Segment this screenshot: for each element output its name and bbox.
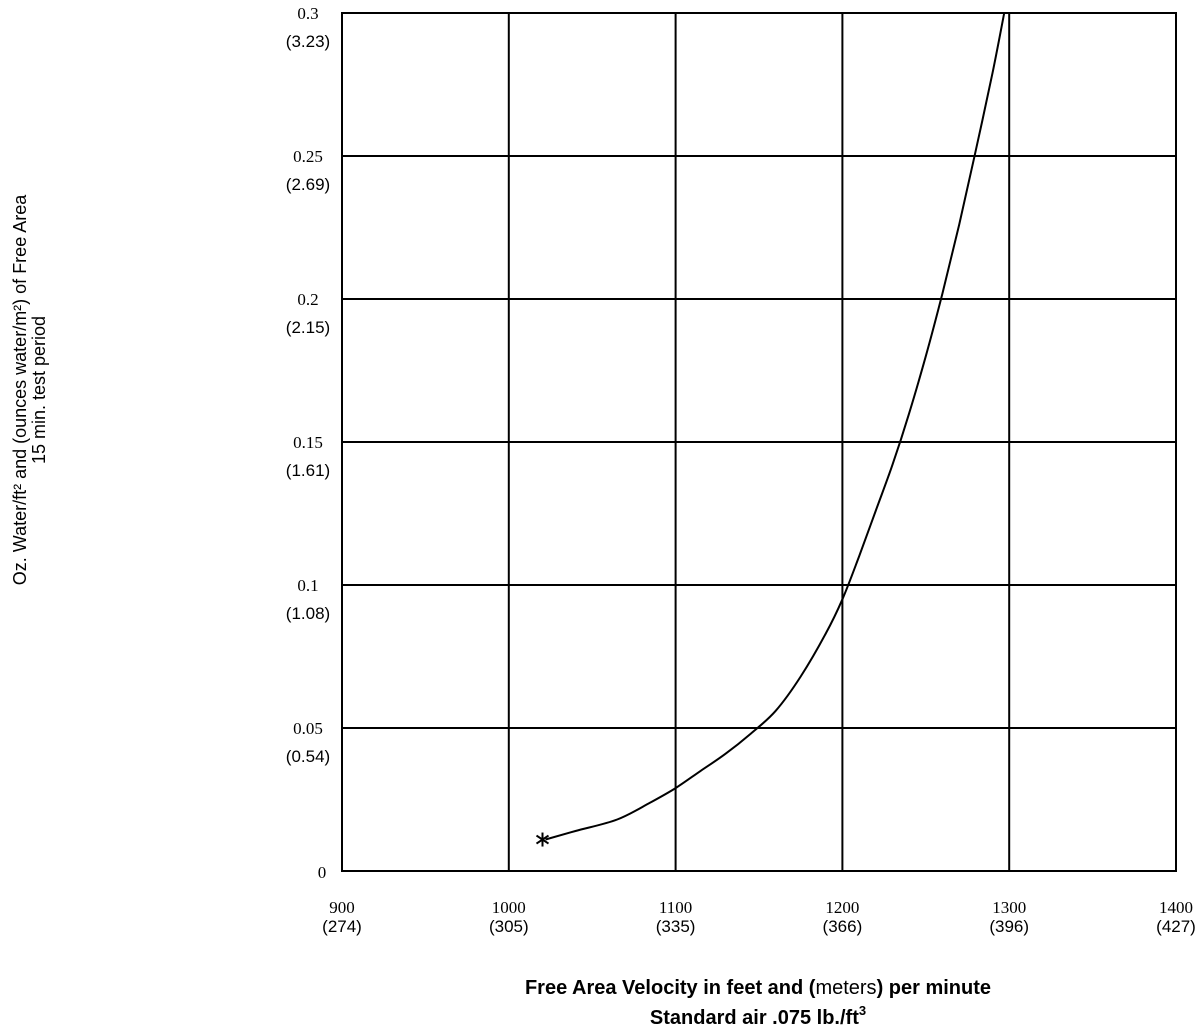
x-tick-sublabel: (366) <box>823 917 863 936</box>
y-tick-label: 0.05 <box>293 719 323 738</box>
grid <box>342 13 1176 871</box>
y-tick-sublabel: (1.08) <box>286 604 330 623</box>
series-line <box>545 12 1006 841</box>
x-tick-label: 1100 <box>659 898 692 917</box>
y-tick-sublabel: (1.61) <box>286 461 330 480</box>
x-tick-label: 1000 <box>492 898 526 917</box>
x-tick-sublabel: (305) <box>489 917 529 936</box>
y-tick-label: 0.3 <box>297 4 318 23</box>
y-tick-label: 0.15 <box>293 433 323 452</box>
x-tick-label: 1300 <box>992 898 1026 917</box>
x-axis-label: Free Area Velocity in feet and (meters) … <box>525 977 991 999</box>
x-tick-label: 1200 <box>825 898 859 917</box>
y-tick-label: 0.1 <box>297 576 318 595</box>
y-axis-label: Oz. Water/ft² and (ounces water/m²) of F… <box>10 194 30 585</box>
y-tick-sublabel: (0.54) <box>286 747 330 766</box>
y-tick-sublabel: (3.23) <box>286 32 330 51</box>
x-tick-sublabel: (274) <box>322 917 362 936</box>
x-tick-sublabel: (396) <box>989 917 1029 936</box>
plot-frame <box>341 12 1177 872</box>
y-axis-ticks: 0 0.05 (0.54) 0.1 (1.08) 0.15 (1.61) 0.2 (2.15) 0… <box>286 4 330 882</box>
x-tick-sublabel: (427) <box>1156 917 1196 936</box>
plot-border <box>341 12 1177 872</box>
x-axis-label-part-b: meters <box>815 977 876 999</box>
start-marker <box>535 832 550 847</box>
x-axis-label-part-c: ) per minute <box>877 977 991 999</box>
y-tick-label: 0.25 <box>293 147 323 166</box>
y-axis-sublabel: 15 min. test period <box>29 316 49 464</box>
x-tick-label: 900 <box>329 898 355 917</box>
x-tick-label: 1400 <box>1159 898 1193 917</box>
x-axis-sublabel-text: Standard air .075 lb./ft <box>650 1007 859 1029</box>
x-tick-sublabel: (335) <box>656 917 696 936</box>
series-layer <box>535 12 1006 847</box>
y-tick-sublabel: (2.69) <box>286 175 330 194</box>
x-axis-sublabel: Standard air .075 lb./ft3 <box>650 1003 866 1029</box>
x-axis-ticks: 900(274)1000(305)1100(335)1200(366)1300(… <box>322 898 1196 936</box>
x-axis-sublabel-sup: 3 <box>859 1003 866 1018</box>
y-tick-sublabel: (2.15) <box>286 318 330 337</box>
y-tick-label: 0.2 <box>297 290 318 309</box>
x-axis-label-part-a: Free Area Velocity in feet and ( <box>525 977 816 999</box>
y-tick-label: 0 <box>318 863 327 882</box>
